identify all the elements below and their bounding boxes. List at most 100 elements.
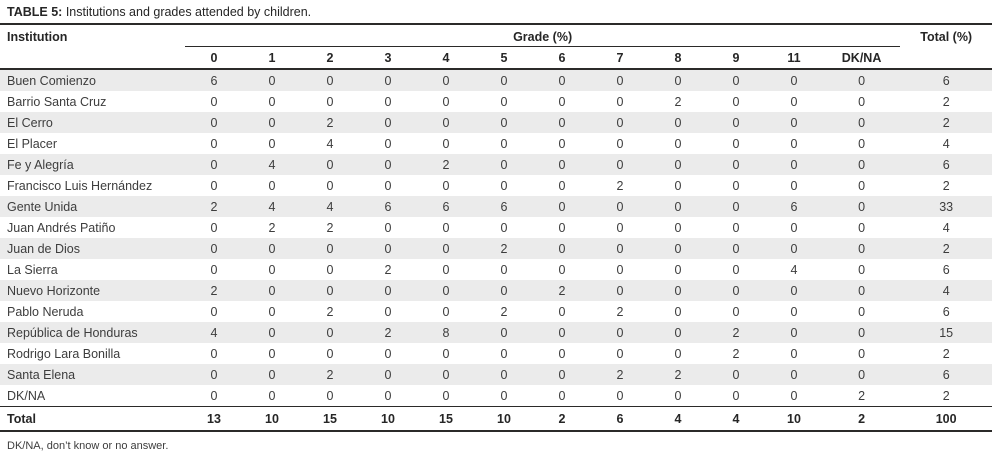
grade-value-cell: 2 — [326, 220, 334, 235]
total-value-cell: 15 — [939, 325, 954, 340]
grade-value-cell: 0 — [858, 136, 866, 151]
total-value-cell: 33 — [939, 199, 954, 214]
total-row-label: Total — [0, 406, 185, 432]
total-value-cell: 2 — [942, 94, 950, 109]
institution-cell: Barrio Santa Cruz — [7, 94, 107, 109]
total-grade-value-cell: 15 — [301, 406, 359, 432]
grade-value-cell: 0 — [616, 115, 624, 130]
grade-value-cell: 0 — [500, 157, 508, 172]
grade-value-cell: 0 — [442, 220, 450, 235]
total-grade-value-cell: 10 — [765, 406, 823, 432]
total-value-cell: 2 — [942, 346, 950, 361]
grade-value-cell: 0 — [616, 136, 624, 151]
grade-value-cell: 0 — [210, 136, 218, 151]
grade-value-cell: 0 — [790, 157, 798, 172]
table-row: La Sierra 0 0 0 2 0 0 0 0 0 0 4 0 6 — [0, 259, 992, 280]
institution-cell: Nuevo Horizonte — [7, 283, 101, 298]
institution-cell: Juan de Dios — [7, 241, 80, 256]
total-value-cell: 2 — [942, 178, 950, 193]
column-header-grade-5: 5 — [475, 46, 533, 70]
grade-value-cell: 2 — [500, 304, 508, 319]
total-value-cell: 4 — [942, 220, 950, 235]
grade-value-cell: 0 — [732, 136, 740, 151]
table-row: DK/NA 0 0 0 0 0 0 0 0 0 0 0 2 2 — [0, 385, 992, 407]
grade-value-cell: 0 — [732, 283, 740, 298]
grade-value-cell: 0 — [558, 94, 566, 109]
grade-value-cell: 2 — [384, 325, 392, 340]
grade-value-cell: 0 — [326, 283, 334, 298]
grade-value-cell: 0 — [674, 136, 682, 151]
grand-total-cell: 100 — [900, 406, 992, 432]
grade-value-cell: 0 — [210, 346, 218, 361]
grade-value-cell: 0 — [790, 73, 798, 88]
total-value-cell: 6 — [942, 73, 950, 88]
grade-value-cell: 2 — [732, 325, 740, 340]
grade-value-cell: 0 — [442, 346, 450, 361]
grade-value-cell: 0 — [442, 304, 450, 319]
institution-cell: El Placer — [7, 136, 58, 151]
grade-value-cell: 0 — [674, 157, 682, 172]
grade-value-cell: 0 — [858, 304, 866, 319]
grade-value-cell: 0 — [210, 94, 218, 109]
grade-value-cell: 6 — [500, 199, 508, 214]
total-grade-value-cell: 10 — [475, 406, 533, 432]
grade-value-cell: 0 — [790, 367, 798, 382]
table-number-label: TABLE 5: — [7, 5, 63, 19]
grade-value-cell: 0 — [210, 388, 218, 403]
grade-value-cell: 0 — [442, 283, 450, 298]
grade-value-cell: 0 — [674, 346, 682, 361]
grade-value-cell: 0 — [442, 388, 450, 403]
grade-value-cell: 0 — [268, 325, 276, 340]
grade-value-cell: 0 — [674, 262, 682, 277]
grade-value-cell: 0 — [384, 115, 392, 130]
grade-value-cell: 0 — [500, 367, 508, 382]
grade-value-cell: 0 — [732, 73, 740, 88]
grade-value-cell: 0 — [858, 325, 866, 340]
grade-value-cell: 0 — [384, 283, 392, 298]
grade-value-cell: 0 — [858, 115, 866, 130]
grade-value-cell: 2 — [858, 388, 866, 403]
grade-value-cell: 0 — [384, 94, 392, 109]
grade-value-cell: 0 — [268, 136, 276, 151]
total-grade-value-cell: 10 — [243, 406, 301, 432]
grade-value-cell: 0 — [500, 115, 508, 130]
grade-value-cell: 0 — [790, 241, 798, 256]
grade-value-cell: 0 — [268, 115, 276, 130]
table-body: Buen Comienzo 6 0 0 0 0 0 0 0 0 0 0 0 6 Barrio Santa C… — [0, 69, 992, 407]
institution-cell: DK/NA — [7, 388, 46, 403]
institution-cell: Rodrigo Lara Bonilla — [7, 346, 121, 361]
institution-cell: Fe y Alegría — [7, 157, 74, 172]
total-value-cell: 2 — [942, 388, 950, 403]
total-value-cell: 2 — [942, 115, 950, 130]
total-grade-value-cell: 13 — [185, 406, 243, 432]
grade-value-cell: 6 — [384, 199, 392, 214]
grade-value-cell: 0 — [616, 157, 624, 172]
grade-value-cell: 2 — [732, 346, 740, 361]
header-row-grades: 0 1 2 3 4 5 6 7 8 9 11 DK/NA — [0, 46, 992, 70]
grade-value-cell: 0 — [326, 73, 334, 88]
grade-value-cell: 2 — [558, 283, 566, 298]
grade-value-cell: 0 — [384, 367, 392, 382]
grade-value-cell: 0 — [732, 199, 740, 214]
grade-value-cell: 0 — [558, 325, 566, 340]
grade-value-cell: 0 — [674, 241, 682, 256]
total-row: Total 13 10 15 10 15 10 2 6 4 4 10 2 100 — [0, 406, 992, 432]
column-header-grade-11: 11 — [765, 46, 823, 70]
grade-value-cell: 2 — [674, 367, 682, 382]
grade-value-cell: 0 — [616, 262, 624, 277]
grade-value-cell: 0 — [790, 115, 798, 130]
grade-value-cell: 4 — [790, 262, 798, 277]
table-row: Buen Comienzo 6 0 0 0 0 0 0 0 0 0 0 0 6 — [0, 69, 992, 91]
grade-value-cell: 0 — [790, 220, 798, 235]
grade-value-cell: 0 — [210, 157, 218, 172]
grade-value-cell: 0 — [384, 241, 392, 256]
grade-value-cell: 0 — [500, 325, 508, 340]
grade-value-cell: 2 — [268, 220, 276, 235]
table-caption: Institutions and grades attended by chil… — [65, 5, 312, 19]
grade-value-cell: 0 — [858, 178, 866, 193]
grade-value-cell: 0 — [326, 346, 334, 361]
column-header-grade-4: 4 — [417, 46, 475, 70]
grade-value-cell: 0 — [616, 283, 624, 298]
grade-value-cell: 0 — [674, 115, 682, 130]
institution-cell: Juan Andrés Patiño — [7, 220, 116, 235]
